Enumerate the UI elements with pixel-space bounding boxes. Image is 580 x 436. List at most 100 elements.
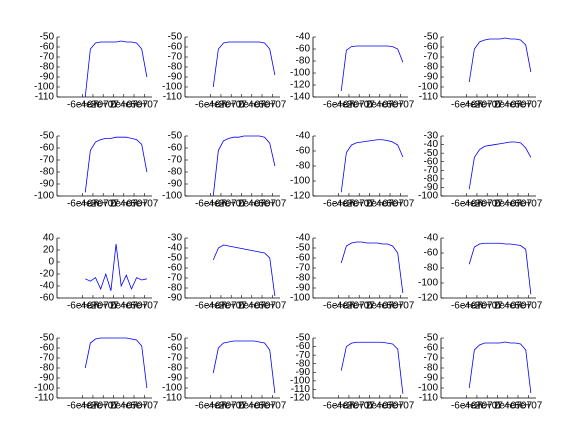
y-tick-label: -80 (40, 363, 55, 374)
line (212, 41, 276, 88)
x-tick-label: 0 (239, 199, 245, 210)
x-tick-label: 0 (239, 100, 245, 111)
x-tick-label: -4e+07 (333, 100, 365, 111)
x-tick-label: 6e+07 (130, 401, 159, 412)
line (84, 40, 148, 98)
x-tick-label: -6e+07 (195, 401, 227, 412)
y-tick-label: -30 (424, 131, 439, 142)
y-tick-label: -40 (424, 139, 439, 150)
y-tick-label: -70 (40, 353, 55, 364)
x-tick-label: 4e+07 (120, 199, 149, 210)
x-tick-label: 2e+07 (238, 301, 267, 312)
x-tick-label: -4e+07 (205, 199, 237, 210)
y-tick-label: -110 (35, 92, 55, 103)
x-tick-label: 0 (495, 199, 501, 210)
line (85, 243, 147, 291)
y-tick-label: -40 (40, 281, 55, 292)
line (340, 341, 404, 394)
line (84, 136, 148, 193)
y-tick-label: -100 (162, 383, 182, 394)
y-tick-label: -50 (168, 333, 183, 344)
y-tick-label: -80 (168, 167, 183, 178)
y-tick-label: -90 (424, 373, 439, 384)
x-tick-label: -4e+07 (461, 100, 493, 111)
y-tick-label: -70 (168, 353, 183, 364)
x-tick-label: 6e+07 (514, 100, 543, 111)
x-tick-label: 2e+07 (238, 199, 267, 210)
x-tick-label: -6e+07 (323, 401, 355, 412)
x-tick-label: 6e+07 (514, 401, 543, 412)
line (212, 135, 276, 197)
x-tick-label: -2e+07 (472, 100, 504, 111)
x-tick-label: -6e+07 (195, 301, 227, 312)
y-tick-label: -90 (40, 179, 55, 190)
x-tick-label: 4e+07 (120, 100, 149, 111)
x-tick-label: -2e+07 (216, 301, 248, 312)
y-tick-label: -100 (290, 293, 310, 304)
x-tick-label: 2e+07 (494, 199, 523, 210)
x-tick-label: 4e+07 (504, 301, 533, 312)
y-tick-label: -70 (40, 52, 55, 63)
x-tick-label: 6e+07 (514, 301, 543, 312)
y-tick-label: -60 (424, 343, 439, 354)
x-tick-label: -2e+07 (344, 301, 376, 312)
x-tick-label: -4e+07 (205, 301, 237, 312)
y-tick-label: -60 (168, 263, 183, 274)
y-tick-label: 20 (43, 245, 55, 256)
y-tick-label: -80 (168, 363, 183, 374)
y-tick-label: -70 (424, 52, 439, 63)
y-tick-label: -100 (290, 176, 310, 187)
y-tick-label: -80 (424, 363, 439, 374)
y-tick-label: -50 (424, 148, 439, 159)
line (468, 242, 532, 295)
y-tick-label: -110 (419, 92, 439, 103)
x-tick-label: 0 (367, 401, 373, 412)
y-tick-label: -90 (168, 179, 183, 190)
x-tick-label: 4e+07 (248, 301, 277, 312)
x-tick-label: 4e+07 (120, 401, 149, 412)
x-tick-label: 0 (495, 301, 501, 312)
x-tick-label: 4e+07 (504, 401, 533, 412)
y-tick-label: -140 (290, 92, 310, 103)
x-tick-label: 0 (367, 301, 373, 312)
y-tick-label: -40 (424, 233, 439, 244)
y-tick-label: -90 (424, 72, 439, 83)
x-tick-label: 4e+07 (376, 199, 405, 210)
y-tick-label: -110 (163, 92, 183, 103)
x-tick-label: 6e+07 (386, 100, 415, 111)
x-tick-label: 4e+07 (376, 301, 405, 312)
x-tick-label: -6e+07 (195, 199, 227, 210)
x-tick-label: -6e+07 (195, 100, 227, 111)
y-tick-label: -110 (291, 384, 311, 395)
x-tick-label: 6e+07 (386, 401, 415, 412)
y-tick-label: -60 (296, 341, 311, 352)
x-tick-label: 4e+07 (248, 401, 277, 412)
y-tick-label: -50 (168, 32, 183, 43)
x-tick-label: 0 (367, 199, 373, 210)
x-tick-label: -6e+07 (67, 301, 99, 312)
y-tick-label: -70 (168, 273, 183, 284)
line (340, 241, 404, 294)
y-tick-label: -60 (296, 44, 311, 55)
y-tick-label: -80 (424, 62, 439, 73)
x-tick-label: -4e+07 (461, 199, 493, 210)
x-tick-label: -4e+07 (77, 100, 109, 111)
x-tick-label: -6e+07 (451, 301, 483, 312)
x-tick-label: 2e+07 (110, 199, 139, 210)
x-tick-label: -4e+07 (333, 401, 365, 412)
y-tick-label: -80 (40, 62, 55, 73)
line (212, 340, 276, 394)
x-tick-label: 0 (111, 401, 117, 412)
y-tick-label: -90 (40, 373, 55, 384)
y-tick-label: -90 (168, 293, 183, 304)
y-tick-label: -100 (418, 191, 438, 202)
x-tick-label: -4e+07 (77, 401, 109, 412)
y-tick-label: -90 (424, 182, 439, 193)
y-tick-label: -20 (40, 269, 55, 280)
y-tick-label: -50 (40, 32, 55, 43)
x-tick-label: 2e+07 (110, 100, 139, 111)
y-tick-label: -50 (424, 32, 439, 43)
y-tick-label: -60 (168, 343, 183, 354)
y-tick-label: -70 (168, 155, 183, 166)
